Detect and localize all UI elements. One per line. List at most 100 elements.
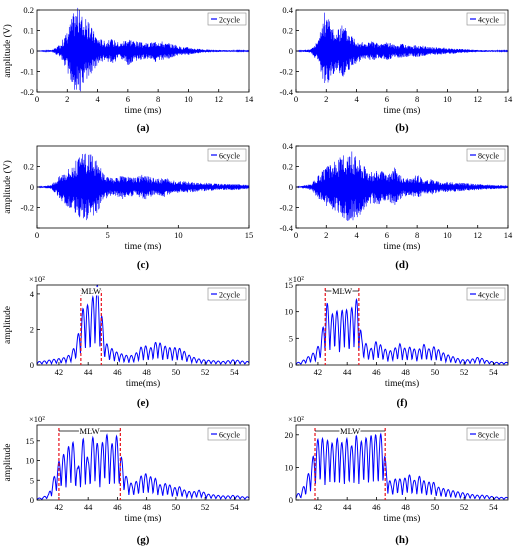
axes-frame	[295, 424, 509, 501]
x-axis-label: time(ms)	[126, 378, 160, 389]
y-tick-label: 10	[285, 307, 294, 317]
x-tick-label: 2	[324, 230, 328, 240]
x-tick-label: 48	[401, 502, 410, 512]
spectrum-curve	[36, 284, 250, 366]
x-tick-label: 54	[230, 367, 239, 377]
y-tick-label: 2	[30, 324, 34, 334]
scale-factor-label: ×10²	[288, 414, 304, 424]
legend-box	[466, 427, 506, 441]
x-tick-label: 8	[415, 94, 419, 104]
scale-factor-label: ×10²	[29, 274, 45, 284]
legend-label: 4cycle	[478, 16, 499, 25]
y-tick-label: 15	[26, 436, 35, 446]
y-tick-label: 0.4	[282, 5, 293, 15]
y-tick-label: 20	[285, 430, 294, 440]
y-tick-label: 10	[285, 462, 294, 472]
legend-box	[207, 148, 247, 162]
y-tick-label: 0	[30, 360, 34, 370]
y-axis-label: amplitude	[3, 306, 13, 344]
legend-label: 8cycle	[478, 152, 499, 161]
x-tick-label: 46	[372, 502, 381, 512]
x-tick-label: 6	[385, 230, 389, 240]
x-tick-label: 0	[35, 230, 39, 240]
legend-box	[207, 287, 247, 301]
spectrum-curve	[295, 432, 509, 501]
y-tick-label: -0.2	[280, 67, 293, 77]
y-tick-label: 0	[289, 360, 293, 370]
scale-factor-label: ×10²	[29, 414, 45, 424]
x-tick-label: 14	[245, 94, 254, 104]
y-axis-label: amplitude (V)	[2, 160, 13, 214]
x-tick-label: 4	[95, 94, 100, 104]
x-tick-label: 0	[294, 230, 298, 240]
x-tick-label: 0	[294, 94, 298, 104]
x-tick-label: 0	[35, 94, 39, 104]
y-tick-label: 0	[30, 46, 34, 56]
legend-box	[207, 427, 247, 441]
x-tick-label: 5	[106, 230, 110, 240]
x-tick-label: 42	[55, 367, 64, 377]
y-tick-label: -0.2	[21, 87, 34, 97]
x-tick-label: 44	[84, 502, 93, 512]
panel-e: 42 44 46 48 50 52 54 0 2 4 time(ms) amplitude 2cycle…	[3, 274, 250, 409]
x-tick-label: 15	[245, 230, 254, 240]
y-tick-label: 0.2	[282, 26, 293, 36]
y-tick-label: 4	[30, 289, 35, 299]
axes-frame	[295, 284, 509, 366]
spectrum-curve	[36, 433, 250, 501]
y-tick-label: 0.2	[282, 162, 293, 172]
x-tick-label: 6	[385, 94, 389, 104]
legend-box	[207, 12, 247, 26]
x-tick-label: 4	[354, 230, 359, 240]
x-tick-label: 8	[156, 94, 160, 104]
y-tick-label: 0	[30, 182, 34, 192]
x-axis-label: time (ms)	[384, 513, 421, 524]
y-tick-label: 5	[30, 475, 34, 485]
x-tick-label: 50	[172, 367, 181, 377]
legend-label: 6cycle	[219, 152, 240, 161]
x-tick-label: 10	[443, 230, 452, 240]
x-tick-label: 46	[372, 367, 381, 377]
x-tick-label: 44	[343, 367, 352, 377]
legend-box	[466, 148, 506, 162]
signal-waveform	[295, 12, 509, 84]
axes-frame	[36, 284, 250, 366]
mlw-annotation: MLW	[340, 426, 360, 436]
x-tick-label: 6	[126, 94, 130, 104]
legend-box	[466, 12, 506, 26]
panel-d: 0 2 4 6 8 10 12 14 -0.4 -0.2 0 0.2 0.4 time (ms) 8cycl…	[280, 141, 513, 271]
y-axis-label: amplitude (V)	[2, 24, 13, 78]
x-axis-label: time (ms)	[384, 241, 421, 252]
x-tick-label: 4	[354, 94, 359, 104]
x-tick-label: 50	[172, 502, 181, 512]
y-tick-label: 0	[289, 182, 293, 192]
x-tick-label: 12	[473, 94, 482, 104]
x-tick-label: 42	[55, 502, 64, 512]
x-tick-label: 52	[201, 502, 210, 512]
x-axis-label: time (ms)	[125, 513, 162, 524]
panel-g: 42 44 46 48 50 52 54 0 5 10 15 time (ms) amplitude 6c…	[3, 414, 250, 546]
x-tick-label: 10	[184, 94, 193, 104]
x-axis-label: time (ms)	[384, 105, 421, 116]
legend-label: 8cycle	[478, 431, 499, 440]
y-tick-label: 15	[285, 280, 294, 290]
y-tick-label: 0.4	[282, 141, 293, 151]
x-tick-label: 10	[174, 230, 183, 240]
x-tick-label: 42	[314, 367, 323, 377]
x-tick-label: 48	[142, 502, 151, 512]
x-tick-label: 10	[443, 94, 452, 104]
panel-c: 0 5 10 15 -0.2 0 0.2 time (ms) amplitude (V) 6cyc…	[2, 145, 254, 271]
y-tick-label: -0.4	[280, 223, 294, 233]
signal-waveform	[36, 153, 250, 221]
signal-waveform	[295, 151, 509, 221]
x-tick-label: 54	[230, 502, 239, 512]
panel-caption: (f)	[397, 397, 408, 409]
panel-f: 42 44 46 48 50 52 54 0 5 10 15 time(ms) 4cycle ×10² ML…	[285, 274, 509, 409]
panel-caption: (g)	[137, 534, 150, 546]
panel-b: 0 2 4 6 8 10 12 14 -0.4 -0.2 0 0.2 0.4 time (ms) 4cycl…	[280, 5, 513, 134]
y-tick-label: 0	[30, 495, 34, 505]
x-axis-label: time (ms)	[125, 105, 162, 116]
x-tick-label: 46	[113, 367, 122, 377]
x-tick-label: 52	[201, 367, 210, 377]
mlw-annotation: MLW	[332, 286, 352, 296]
